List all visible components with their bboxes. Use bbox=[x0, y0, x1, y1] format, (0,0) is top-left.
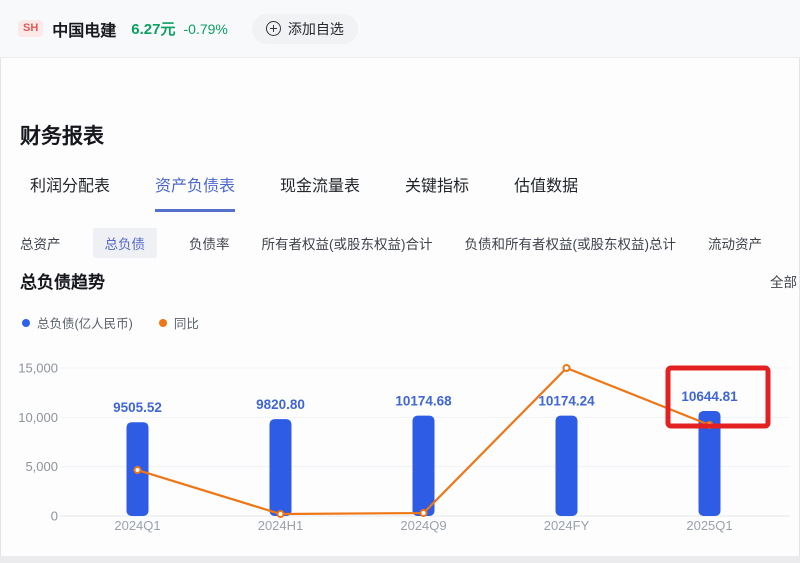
yoy-point bbox=[276, 510, 285, 519]
y-tick-label: 10,000 bbox=[18, 410, 58, 425]
subtab-current-assets[interactable]: 流动资产 bbox=[708, 237, 762, 252]
chart-range-filter[interactable]: 全部 bbox=[770, 274, 797, 290]
bar-2024Q9[interactable] bbox=[412, 415, 435, 516]
stock-header: SH 中国电建 6.27元 -0.79% 添加自选 bbox=[0, 0, 800, 58]
x-axis-label: 2024H1 bbox=[258, 518, 304, 533]
exchange-badge: SH bbox=[18, 20, 44, 37]
stock-price: 6.27元 bbox=[131, 21, 176, 38]
y-tick-label: 0 bbox=[51, 509, 58, 524]
tab-cash-flow[interactable]: 现金流量表 bbox=[280, 178, 361, 195]
add-watchlist-button[interactable]: 添加自选 bbox=[251, 13, 358, 44]
tab-valuation-data[interactable]: 估值数据 bbox=[514, 178, 579, 195]
y-tick-label: 15,000 bbox=[18, 361, 58, 376]
subtab-liabilities-and-equity-total[interactable]: 负债和所有者权益(或股东权益)总计 bbox=[464, 237, 677, 252]
add-watchlist-label: 添加自选 bbox=[287, 20, 344, 37]
x-axis-label: 2024FY bbox=[544, 518, 590, 533]
legend-item-liabilities: 总负债(亿人民币) bbox=[22, 313, 133, 332]
bar-value-label: 10644.81 bbox=[681, 389, 738, 404]
subtab-total-assets[interactable]: 总资产 bbox=[20, 237, 61, 252]
chart-svg: 15,000 10,000 5,000 0 9505.52 9820.80 10174.68… bbox=[18, 361, 790, 533]
x-axis-label: 2025Q1 bbox=[686, 518, 732, 533]
page-title: 财务报表 bbox=[20, 125, 104, 148]
bar-value-label: 9505.52 bbox=[113, 400, 162, 415]
yoy-point bbox=[133, 466, 142, 475]
stock-change: -0.79% bbox=[183, 20, 228, 37]
stock-name: 中国电建 bbox=[52, 22, 117, 40]
bar-value-label: 9820.80 bbox=[256, 397, 305, 412]
subtab-total-liabilities[interactable]: 总负债 bbox=[92, 228, 157, 258]
subtab-owners-equity-total[interactable]: 所有者权益(或股东权益)合计 bbox=[261, 237, 433, 252]
y-tick-label: 5,000 bbox=[25, 459, 58, 474]
legend-dot-blue bbox=[22, 318, 30, 327]
plus-circle-icon bbox=[265, 21, 281, 36]
bar-2025Q1[interactable] bbox=[698, 410, 721, 516]
bar-value-label: 10174.68 bbox=[395, 394, 452, 409]
legend-dot-orange bbox=[158, 318, 167, 327]
subtab-debt-ratio[interactable]: 负债率 bbox=[189, 237, 230, 252]
legend-label: 总负债(亿人民币) bbox=[37, 317, 133, 331]
bar-value-label: 10174.24 bbox=[538, 394, 595, 409]
x-axis-label: 2024Q1 bbox=[114, 518, 160, 533]
yoy-point bbox=[562, 364, 571, 372]
chart-legend: 总负债(亿人民币) 同比 bbox=[22, 313, 199, 332]
tab-key-indicators[interactable]: 关键指标 bbox=[405, 178, 470, 195]
tab-profit-distribution[interactable]: 利润分配表 bbox=[30, 178, 111, 195]
report-tabs: 利润分配表 资产负债表 现金流量表 关键指标 估值数据 bbox=[30, 172, 578, 212]
chart-title: 总负债趋势 bbox=[20, 273, 105, 292]
highlight-red-box bbox=[665, 365, 771, 429]
legend-item-yoy: 同比 bbox=[158, 313, 199, 332]
legend-label: 同比 bbox=[173, 317, 199, 331]
liabilities-trend-chart: 15,000 10,000 5,000 0 9505.52 9820.80 10174.68… bbox=[0, 338, 800, 556]
x-axis-label: 2024Q9 bbox=[400, 518, 446, 533]
metric-subtabs: 总资产 总负债 负债率 所有者权益(或股东权益)合计 负债和所有者权益(或股东权… bbox=[20, 228, 800, 258]
bar-2024FY[interactable] bbox=[555, 415, 578, 516]
yoy-point bbox=[419, 509, 428, 518]
bar-2024H1[interactable] bbox=[269, 419, 292, 516]
bottom-strip bbox=[0, 556, 800, 563]
tab-balance-sheet[interactable]: 资产负债表 bbox=[155, 172, 236, 212]
chart-header: 总负债趋势 全部 bbox=[20, 268, 797, 293]
